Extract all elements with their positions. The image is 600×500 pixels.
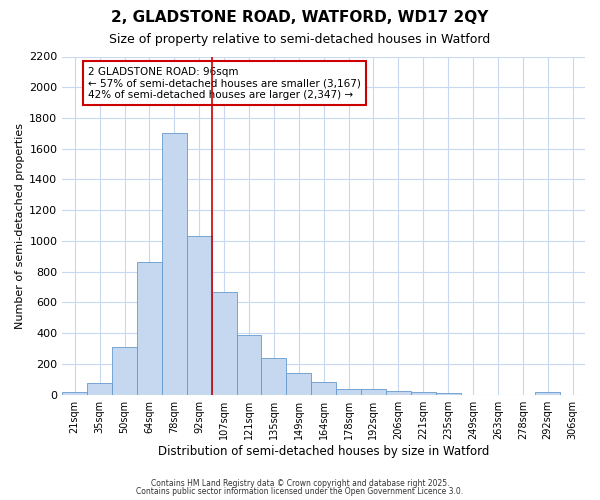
Bar [162,134,187,394]
Text: Contains HM Land Registry data © Crown copyright and database right 2025.: Contains HM Land Registry data © Crown c… [151,478,449,488]
Y-axis label: Number of semi-detached properties: Number of semi-detached properties [15,122,25,328]
Bar [336,388,361,394]
Text: 2 GLADSTONE ROAD: 96sqm
← 57% of semi-detached houses are smaller (3,167)
42% of: 2 GLADSTONE ROAD: 96sqm ← 57% of semi-de… [88,66,361,100]
Bar [187,236,212,394]
Text: Contains public sector information licensed under the Open Government Licence 3.: Contains public sector information licen… [136,488,464,496]
Bar [436,393,461,394]
Bar [236,335,262,394]
Bar [386,391,411,394]
Bar [137,262,162,394]
Text: 2, GLADSTONE ROAD, WATFORD, WD17 2QY: 2, GLADSTONE ROAD, WATFORD, WD17 2QY [112,10,488,25]
Bar [411,392,436,394]
Bar [62,392,87,394]
Text: Size of property relative to semi-detached houses in Watford: Size of property relative to semi-detach… [109,32,491,46]
Bar [535,392,560,394]
Bar [212,292,236,395]
Bar [311,382,336,394]
Bar [262,358,286,395]
X-axis label: Distribution of semi-detached houses by size in Watford: Distribution of semi-detached houses by … [158,444,490,458]
Bar [286,373,311,394]
Bar [112,347,137,395]
Bar [87,383,112,394]
Bar [361,390,386,394]
